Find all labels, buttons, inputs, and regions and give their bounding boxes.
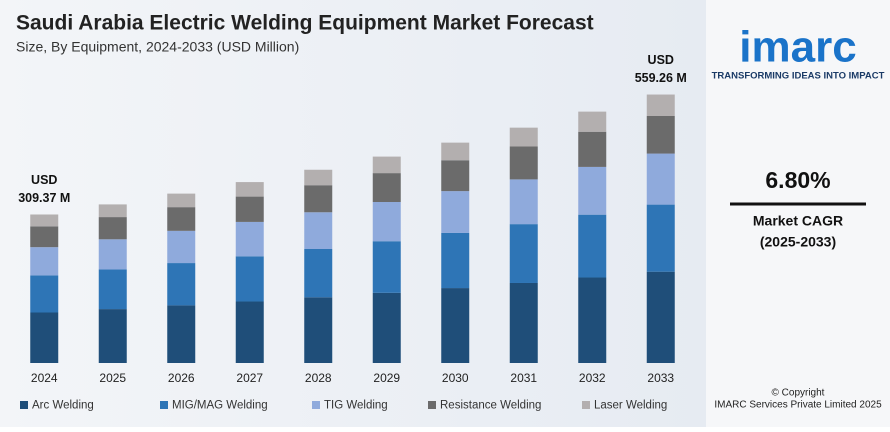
bar-segment [441, 288, 470, 363]
bar-segment [372, 202, 401, 242]
bar-segment [509, 282, 538, 363]
bar-segment [235, 196, 264, 222]
bar-segment [578, 166, 607, 215]
bar-segment [578, 277, 607, 363]
legend-label: MIG/MAG Welding [172, 400, 268, 412]
bar-segment [646, 271, 675, 363]
x-tick-label: 2032 [579, 371, 606, 385]
bar-segment [372, 173, 401, 203]
bar-segment [235, 301, 264, 363]
bar-segment [372, 241, 401, 293]
x-tick-label: 2025 [99, 371, 126, 385]
bar-segment [167, 305, 196, 363]
bar-segment [578, 131, 607, 167]
bar-segment [235, 221, 264, 257]
total-label: USD [648, 53, 674, 67]
bar-segment [98, 217, 127, 240]
bar-segment [30, 226, 59, 248]
bar-segment [304, 169, 333, 186]
logo: imarc [739, 23, 856, 72]
bar-segment [441, 142, 470, 161]
bar-segment [646, 153, 675, 205]
bar-segment [304, 185, 333, 213]
bar-segment [304, 297, 333, 363]
bar-segment [441, 232, 470, 289]
legend-label: Arc Welding [32, 400, 94, 412]
tagline: TRANSFORMING IDEAS INTO IMPACT [712, 71, 885, 82]
bar-segment [167, 263, 196, 306]
total-label: 559.26 M [635, 71, 687, 85]
bar-segment [578, 214, 607, 278]
legend-swatch [20, 401, 28, 409]
bar-segment [167, 230, 196, 264]
bar-segment [98, 269, 127, 310]
x-tick-label: 2031 [510, 371, 537, 385]
x-tick-label: 2028 [305, 371, 332, 385]
copyright: IMARC Services Private Limited 2025 [714, 400, 882, 411]
bar-segment [235, 182, 264, 197]
cagr-label: Market CAGR [753, 213, 843, 229]
bar-segment [509, 127, 538, 147]
bar-segment [304, 249, 333, 298]
bar-segment [372, 292, 401, 363]
bar-segment [30, 275, 59, 313]
chart-title: Saudi Arabia Electric Welding Equipment … [16, 12, 594, 35]
bar-segment [509, 179, 538, 225]
bar-segment [30, 247, 59, 276]
bar-segment [98, 309, 127, 363]
x-tick-label: 2030 [442, 371, 469, 385]
bar-segment [646, 115, 675, 154]
x-tick-label: 2027 [236, 371, 263, 385]
cagr-value: 6.80% [765, 167, 830, 193]
x-tick-label: 2029 [373, 371, 400, 385]
sidebar-background [706, 0, 890, 427]
legend-label: TIG Welding [324, 400, 388, 412]
bar-segment [167, 193, 196, 208]
bar-segment [304, 212, 333, 249]
bar-segment [235, 256, 264, 302]
bar-segment [167, 207, 196, 231]
x-tick-label: 2024 [31, 371, 58, 385]
legend-swatch [428, 401, 436, 409]
copyright: © Copyright [772, 388, 825, 399]
chart-subtitle: Size, By Equipment, 2024-2033 (USD Milli… [16, 39, 299, 55]
bar-segment [509, 146, 538, 180]
x-tick-label: 2033 [647, 371, 674, 385]
bar-segment [30, 214, 59, 227]
total-label: USD [31, 173, 57, 187]
bar-segment [441, 160, 470, 192]
legend-swatch [582, 401, 590, 409]
total-label: 309.37 M [18, 191, 70, 205]
bar-segment [578, 111, 607, 132]
bar-segment [509, 224, 538, 283]
bar-segment [372, 156, 401, 174]
bar-segment [441, 191, 470, 233]
legend-label: Laser Welding [594, 400, 667, 412]
bar-segment [646, 204, 675, 272]
bar-segment [98, 239, 127, 270]
bar-segment [30, 312, 59, 363]
x-tick-label: 2026 [168, 371, 195, 385]
bar-segment [98, 204, 127, 218]
legend-swatch [312, 401, 320, 409]
legend-label: Resistance Welding [440, 400, 541, 412]
legend-swatch [160, 401, 168, 409]
bar-segment [646, 94, 675, 116]
cagr-label: (2025-2033) [760, 234, 836, 250]
